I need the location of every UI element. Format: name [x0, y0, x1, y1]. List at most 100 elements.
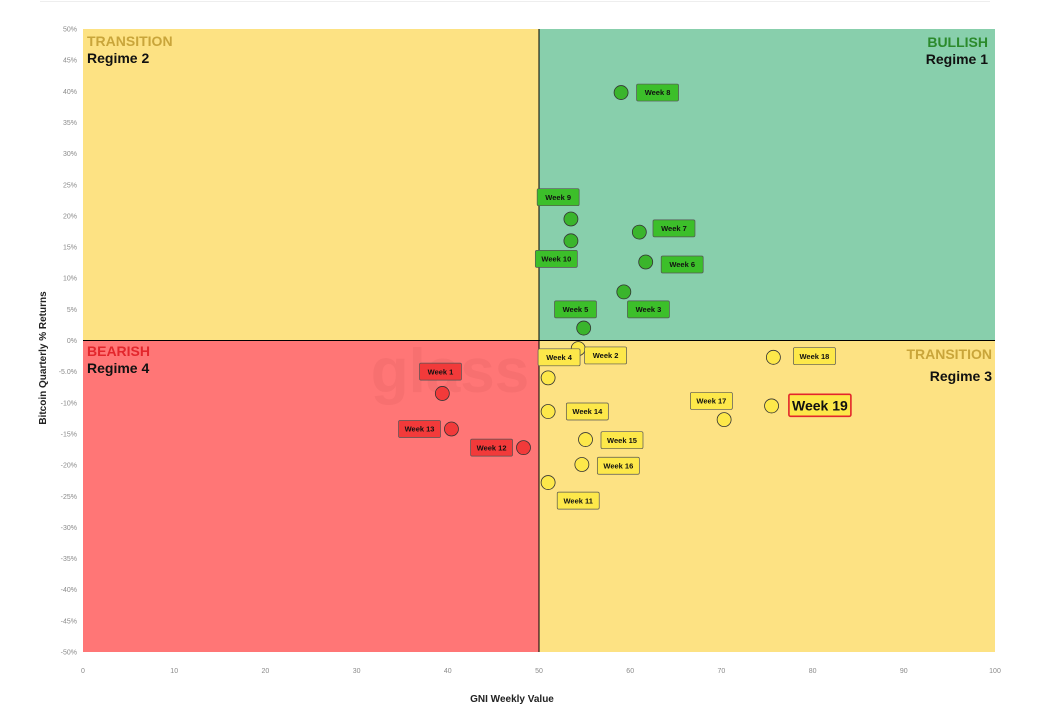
x-tick-label: 70: [718, 668, 726, 675]
quadrant-title-q1: BULLISH: [927, 34, 988, 50]
data-point: [576, 320, 592, 336]
y-tick-label: 10%: [63, 276, 77, 283]
y-tick-label: -35%: [61, 556, 77, 563]
y-tick-label: -15%: [61, 431, 77, 438]
quadrant-q1: [539, 29, 995, 341]
point-label-box: [652, 219, 696, 238]
quadrant-q4: [83, 340, 539, 652]
regime-label-q1: Regime 1: [926, 51, 988, 67]
point-label-box: [690, 392, 733, 410]
data-point: [540, 404, 556, 419]
point-label: Week 16: [603, 461, 633, 470]
point-label: Week 5: [563, 305, 589, 314]
y-tick-label: 30%: [63, 151, 77, 158]
y-tick-label: 40%: [63, 89, 77, 96]
point-label-box: [636, 83, 679, 102]
regime-label-q4: Regime 4: [87, 360, 149, 376]
y-tick-label: 35%: [63, 120, 77, 127]
y-tick-label: 5%: [67, 307, 77, 314]
point-label: Week 6: [669, 260, 695, 269]
point-label-box: [536, 188, 580, 207]
point-label: Week 9: [545, 193, 571, 202]
point-label-box: [596, 456, 640, 475]
data-point: [764, 398, 779, 414]
quadrant-title-q2: TRANSITION: [87, 33, 173, 49]
point-label: Week 18: [799, 352, 829, 361]
point-label-box: [537, 348, 581, 367]
x-tick-label: 30: [353, 668, 361, 675]
data-point: [616, 284, 632, 300]
point-label: Week 4: [546, 353, 573, 362]
point-label-box: [398, 420, 441, 438]
x-tick-label: 20: [262, 668, 270, 675]
quadrant-q3: [539, 340, 995, 652]
data-point: [540, 370, 556, 386]
point-label: Week 13: [405, 425, 435, 434]
y-tick-label: -10%: [61, 400, 77, 407]
y-tick-label: 15%: [63, 245, 77, 252]
point-label: Week 10: [541, 255, 571, 264]
quadrant-title-q4: BEARISH: [87, 343, 150, 359]
x-tick-label: 0: [81, 668, 85, 675]
point-label: Week 17: [696, 397, 726, 406]
data-point: [434, 386, 450, 401]
point-label-box: [793, 347, 836, 365]
data-point: [516, 440, 531, 456]
y-tick-label: -20%: [61, 463, 77, 470]
point-label: Week 3: [636, 305, 662, 314]
point-label: Week 12: [477, 443, 507, 452]
point-label: Week 14: [572, 407, 603, 416]
y-tick-label: 20%: [63, 213, 77, 220]
data-point: [563, 211, 579, 227]
y-tick-label: -50%: [61, 650, 77, 657]
x-tick-label: 50: [535, 668, 543, 675]
data-point: [574, 457, 590, 472]
data-point: [765, 349, 781, 365]
y-tick-label: 25%: [63, 182, 77, 189]
data-point: [563, 233, 579, 249]
y-tick-label: -25%: [61, 494, 77, 501]
point-label: Week 15: [607, 436, 637, 445]
y-tick-label: 50%: [63, 27, 77, 34]
y-tick-label: -45%: [61, 618, 77, 625]
data-point: [613, 85, 629, 100]
top-divider: [40, 1, 990, 2]
point-label-box: [788, 393, 852, 418]
point-label-box: [600, 431, 644, 450]
quadrant-title-q3: TRANSITION: [906, 346, 992, 362]
x-tick-label: 60: [626, 668, 634, 675]
data-point: [578, 432, 593, 447]
point-label: Week 19: [792, 397, 848, 413]
point-label-box: [554, 300, 597, 319]
data-point: [631, 224, 647, 240]
x-tick-label: 90: [900, 668, 908, 675]
regime-label-q2: Regime 2: [87, 50, 149, 66]
point-label-box: [556, 491, 600, 510]
y-tick-label: -40%: [61, 587, 77, 594]
x-tick-label: 40: [444, 668, 452, 675]
quadrant-q2: [83, 29, 539, 341]
data-point: [716, 412, 732, 428]
y-tick-label: -30%: [61, 525, 77, 532]
data-point: [540, 475, 556, 490]
regime-label-q3: Regime 3: [930, 368, 992, 384]
point-label: Week 2: [593, 351, 619, 360]
x-tick-label: 100: [989, 668, 1001, 675]
point-label-box: [419, 362, 462, 381]
x-tick-label: 80: [809, 668, 817, 675]
point-label-box: [627, 300, 670, 319]
y-tick-label: -5.0%: [59, 369, 77, 376]
point-label: Week 11: [563, 496, 592, 505]
point-label-box: [470, 438, 513, 457]
point-label: Week 8: [645, 88, 671, 97]
point-label-box: [584, 346, 627, 365]
point-label-box: [565, 402, 609, 421]
y-axis-title: Bitcoin Quarterly % Returns: [38, 291, 49, 425]
x-axis-title: GNI Weekly Value: [470, 694, 554, 705]
data-point: [444, 421, 459, 437]
point-label-box: [534, 250, 578, 268]
y-tick-label: 0%: [67, 338, 77, 345]
data-point: [638, 254, 654, 270]
x-tick-label: 10: [170, 668, 178, 675]
